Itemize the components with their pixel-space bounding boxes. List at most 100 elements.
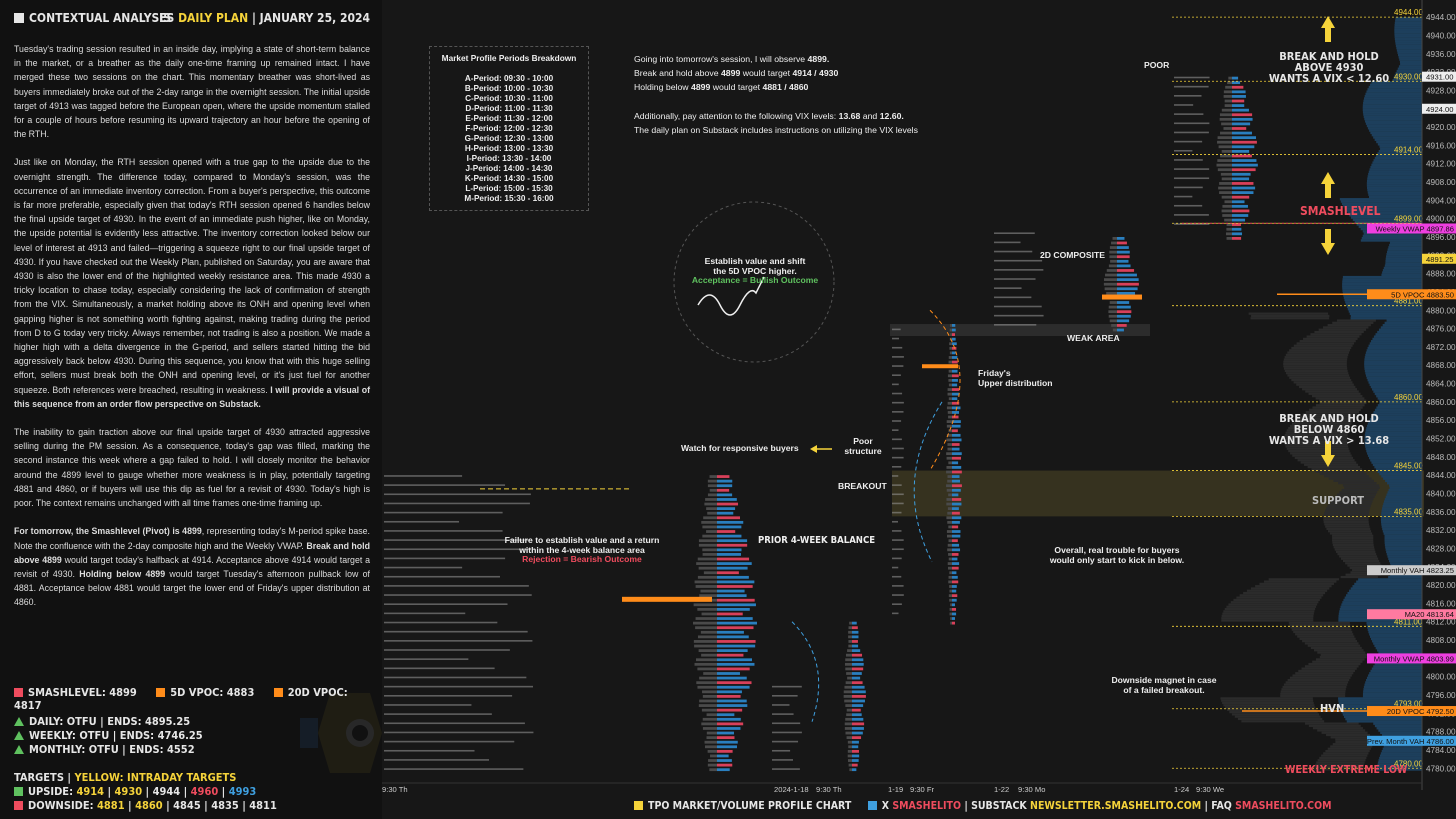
volume-bar <box>1384 539 1422 542</box>
header-date: JANUARY 25, 2024 <box>259 11 370 25</box>
volume-bar <box>1369 383 1422 386</box>
tpo-letters-current <box>1174 76 1210 79</box>
profile-main-gray <box>701 708 717 712</box>
volume-bar <box>1342 280 1422 283</box>
header: CONTEXTUAL ANALYSIS ES DAILY PLAN | JANU… <box>14 11 370 27</box>
tpo-letters-3 <box>892 493 904 496</box>
volume-bar <box>1364 369 1422 373</box>
y-tick-label: 4872.00 <box>1426 343 1456 352</box>
profile-current-gray <box>1219 117 1232 121</box>
upside-3: 4944 <box>152 785 181 798</box>
volume-bar <box>1386 550 1422 554</box>
profile-current-bar <box>1232 163 1258 167</box>
volume-bar <box>1364 95 1422 98</box>
profile-main-bar <box>717 708 743 712</box>
overall-line-2: would only start to kick in below. <box>1049 554 1185 565</box>
volume-bar <box>1379 399 1422 402</box>
profile-3-gray <box>949 589 952 593</box>
profile-2-gray <box>848 763 852 767</box>
profile-3-bar <box>952 328 956 332</box>
volume-bar-gray <box>1336 493 1376 496</box>
orange-square-icon <box>273 688 283 697</box>
volume-bar <box>1377 470 1422 473</box>
volume-bar-gray <box>1344 486 1380 489</box>
volume-bar <box>1383 266 1422 270</box>
profile-3-gray <box>946 530 952 533</box>
plan-line-2: Break and hold above 4899 would target 4… <box>634 66 918 80</box>
profile-current-gray <box>1223 90 1232 94</box>
profile-3-gray <box>948 553 952 556</box>
volume-bar-gray <box>1312 406 1363 409</box>
profile-3-gray <box>946 470 952 474</box>
profile-3-gray <box>946 420 952 423</box>
volume-bar <box>1365 445 1422 448</box>
volume-bar <box>1377 765 1422 769</box>
profile-current-bar <box>1232 237 1242 240</box>
price-tag <box>1367 735 1456 746</box>
profile-current-gray <box>1221 209 1232 213</box>
orange-square-icon <box>156 688 166 697</box>
profile-main-gray <box>708 759 717 762</box>
footer-site-link[interactable]: SMASHELITO.COM <box>1235 800 1332 812</box>
footer-faq[interactable]: FAQ <box>1211 800 1232 812</box>
profile-current-gray <box>1220 131 1232 135</box>
volume-bar <box>1350 216 1422 219</box>
profile-3-gray <box>948 594 952 598</box>
profile-current-gray <box>1222 214 1232 217</box>
volume-bar <box>1373 390 1422 393</box>
tpo-letters-comp <box>994 232 1035 235</box>
volume-bar-gray <box>1327 530 1372 533</box>
volume-bar <box>1368 193 1422 196</box>
profile-3-gray <box>947 520 952 524</box>
profile-3-gray <box>950 603 952 607</box>
volume-bar <box>1387 250 1422 254</box>
period-row: H-Period: 13:00 - 13:30 <box>464 144 554 153</box>
arrow-down-icon <box>1321 229 1335 255</box>
profile-3-bar <box>952 493 959 497</box>
volume-bar <box>1342 275 1422 279</box>
volume-bar <box>1341 603 1422 606</box>
volume-bar-gray <box>1305 411 1360 414</box>
profile-main-gray <box>707 479 717 483</box>
profile-3-bar <box>952 479 960 483</box>
price-tag <box>1367 289 1456 300</box>
volume-bar <box>1367 88 1422 91</box>
tpo-letters-main <box>384 630 528 633</box>
profile-current-gray <box>1224 104 1232 107</box>
footer-x-handle[interactable]: SMASHELITO <box>892 800 962 812</box>
profile-3-bar <box>952 557 958 561</box>
profile-3-bar <box>952 530 961 533</box>
profile-main-bar <box>717 488 730 492</box>
volume-bar <box>1366 90 1422 93</box>
footer-x[interactable]: X <box>881 800 890 812</box>
profile-3-bar <box>952 429 958 433</box>
volume-bar-gray <box>1335 740 1376 743</box>
volume-bar <box>1365 372 1422 375</box>
profile-main-gray <box>694 662 717 666</box>
tpo-letters-3 <box>892 612 899 615</box>
targets-label: TARGETS <box>14 771 64 784</box>
profile-2-gray <box>844 685 852 689</box>
volume-bar-gray <box>1310 646 1362 650</box>
profile-3-bar <box>952 612 957 616</box>
footer-newsletter-link[interactable]: NEWSLETTER.SMASHELITO.COM <box>1030 800 1202 812</box>
profile-current-bar <box>1232 131 1252 135</box>
volume-bar-gray <box>1340 557 1379 560</box>
profile-3-gray <box>946 452 952 456</box>
vpoc20-label: 20D VPOC: 4817 <box>14 686 348 712</box>
profile-main-bar <box>717 640 756 643</box>
volume-bar <box>1345 301 1422 304</box>
footer-substack[interactable]: SUBSTACK <box>971 800 1027 812</box>
volume-bar-gray <box>1330 736 1373 739</box>
volume-bar <box>1340 200 1422 203</box>
profile-main-bar <box>717 685 750 689</box>
profile-3-bar <box>952 598 957 602</box>
profile-3-gray <box>949 346 952 350</box>
profile-main-gray <box>702 553 717 556</box>
profile-3-bar <box>952 484 962 488</box>
volume-bar <box>1394 74 1422 77</box>
volume-bar-gray <box>1280 692 1346 695</box>
volume-bar-gray <box>1332 536 1374 540</box>
profile-current-gray <box>1217 140 1232 144</box>
volume-bar <box>1370 669 1422 673</box>
